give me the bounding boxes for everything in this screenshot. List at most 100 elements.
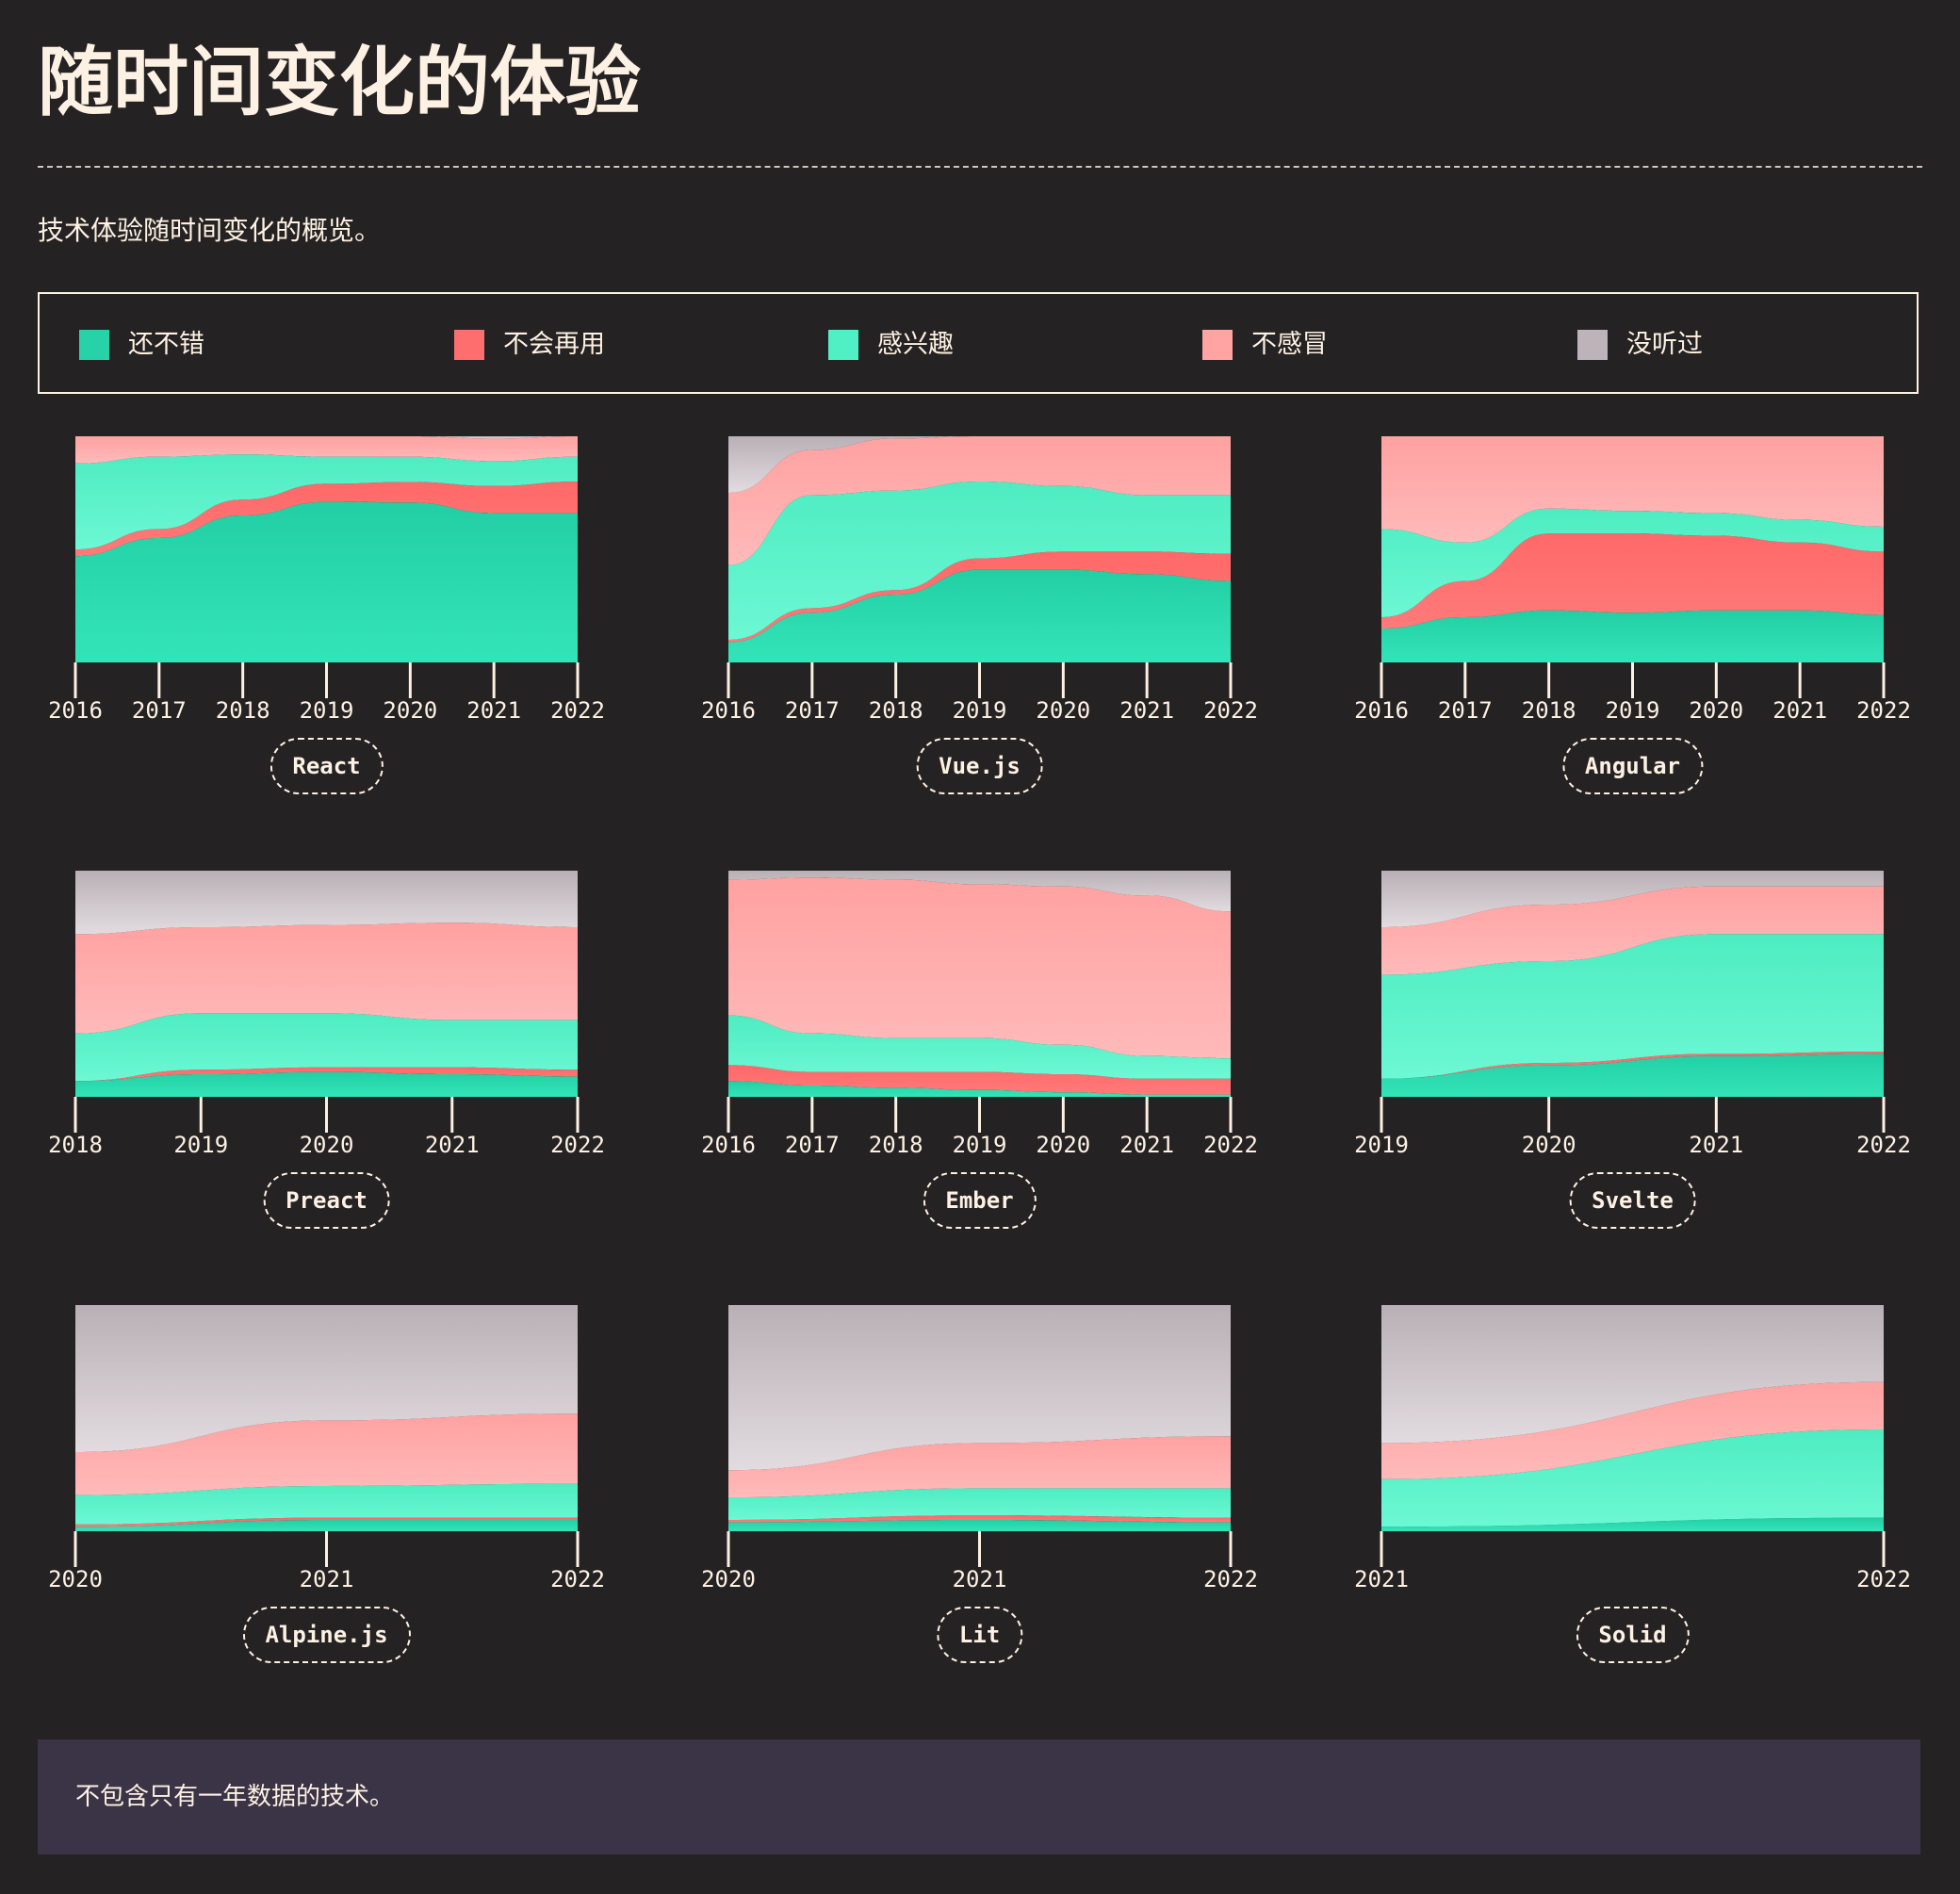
area-not-interested[interactable] (75, 436, 578, 464)
area-interested[interactable] (728, 482, 1231, 640)
x-tick-label: 2021 (1119, 1132, 1174, 1158)
area-not-interested[interactable] (728, 436, 1231, 565)
area-not-interested[interactable] (1381, 436, 1884, 543)
chart-name-pill[interactable]: Ember (923, 1172, 1037, 1229)
x-tick-label: 2021 (953, 1566, 1007, 1592)
x-tick-label: 2016 (1354, 697, 1409, 724)
area-would-not-use[interactable] (1381, 533, 1884, 629)
area-would-not-use[interactable] (75, 482, 578, 557)
x-tick-label: 2018 (869, 1132, 923, 1158)
area-not-interested[interactable] (728, 877, 1231, 1059)
x-tick-label: 2021 (1689, 1132, 1743, 1158)
area-would-use[interactable] (1381, 1517, 1884, 1531)
area-would-use[interactable] (1381, 1053, 1884, 1097)
chart-alpine-js: 2020 2021 2022 (48, 1305, 605, 1592)
chart-name-pill[interactable]: Solid (1576, 1607, 1690, 1663)
legend: 还不错 不会再用 感兴趣 不感冒 没听过 (38, 292, 1919, 394)
legend-swatch (1202, 330, 1233, 360)
area-would-use[interactable] (75, 1520, 578, 1531)
area-would-not-use[interactable] (728, 551, 1231, 643)
legend-item-would-use[interactable]: 还不错 (79, 330, 204, 360)
footnote: 不包含只有一年数据的技术。 (38, 1739, 1920, 1854)
area-interested[interactable] (728, 1488, 1231, 1520)
area-would-use[interactable] (728, 569, 1231, 662)
dashed-divider (38, 166, 1922, 168)
x-tick-label: 2020 (48, 1566, 103, 1592)
area-never-heard[interactable] (75, 871, 578, 935)
area-not-interested[interactable] (1381, 886, 1884, 975)
chart-name-pill[interactable]: React (270, 738, 384, 794)
area-interested[interactable] (728, 1015, 1231, 1079)
area-interested[interactable] (75, 1013, 578, 1082)
x-tick-label: 2018 (216, 697, 270, 724)
x-tick-label: 2020 (701, 1566, 756, 1592)
area-not-interested[interactable] (1381, 1381, 1884, 1479)
x-tick-label: 2019 (1354, 1132, 1409, 1158)
chart-preact: 2018 2019 2020 2021 2022 (48, 871, 605, 1158)
x-tick-label: 2016 (701, 697, 756, 724)
x-tick-label: 2018 (48, 1132, 103, 1158)
x-tick-label: 2017 (785, 697, 840, 724)
area-would-not-use[interactable] (728, 1065, 1231, 1095)
area-interested[interactable] (1381, 1429, 1884, 1527)
area-never-heard[interactable] (75, 436, 578, 439)
chart-name-pill[interactable]: Svelte (1569, 1172, 1696, 1229)
legend-item-not-interested[interactable]: 不感冒 (1202, 330, 1328, 360)
area-would-use[interactable] (75, 501, 578, 662)
x-tick-label: 2018 (1522, 697, 1576, 724)
chart-angular: 2016 2017 2018 2019 2020 2021 2022 (1354, 436, 1911, 724)
x-tick-label: 2022 (550, 1132, 605, 1158)
x-tick-label: 2021 (1772, 697, 1827, 724)
chart-name-pill[interactable]: Angular (1561, 738, 1704, 794)
x-tick-label: 2020 (1036, 1132, 1090, 1158)
area-would-not-use[interactable] (75, 1067, 578, 1082)
chart-name-pill[interactable]: Lit (936, 1607, 1023, 1663)
legend-swatch (79, 330, 109, 360)
area-never-heard[interactable] (1381, 871, 1884, 927)
page-subtitle: 技术体验随时间变化的概览。 (38, 215, 382, 246)
x-tick-label: 2021 (1354, 1566, 1409, 1592)
legend-item-interested[interactable]: 感兴趣 (828, 330, 954, 360)
area-interested[interactable] (1381, 508, 1884, 617)
area-never-heard[interactable] (728, 871, 1231, 912)
x-tick-label: 2019 (953, 1132, 1007, 1158)
area-never-heard[interactable] (75, 1305, 578, 1452)
x-tick-label: 2022 (1856, 1566, 1911, 1592)
x-tick-label: 2022 (1203, 697, 1258, 724)
chart-vue-js: 2016 2017 2018 2019 2020 2021 2022 (701, 436, 1258, 724)
area-interested[interactable] (75, 1483, 578, 1525)
chart-svelte: 2019 2020 2021 2022 (1354, 871, 1911, 1158)
legend-item-never-heard[interactable]: 没听过 (1577, 330, 1703, 360)
area-would-use[interactable] (728, 1520, 1231, 1531)
area-never-heard[interactable] (1381, 1305, 1884, 1444)
chart-name-pill[interactable]: Preact (263, 1172, 390, 1229)
x-tick-label: 2022 (1203, 1132, 1258, 1158)
area-not-interested[interactable] (75, 923, 578, 1034)
x-tick-label: 2019 (173, 1132, 228, 1158)
area-would-use[interactable] (728, 1081, 1231, 1097)
x-tick-label: 2019 (300, 697, 354, 724)
area-not-interested[interactable] (728, 1436, 1231, 1497)
x-tick-label: 2022 (1856, 697, 1911, 724)
chart-ember: 2016 2017 2018 2019 2020 2021 2022 (701, 871, 1258, 1158)
x-tick-label: 2017 (132, 697, 187, 724)
area-not-interested[interactable] (75, 1413, 578, 1495)
x-tick-label: 2021 (300, 1566, 354, 1592)
legend-item-would-not-use[interactable]: 不会再用 (454, 330, 605, 360)
x-tick-label: 2020 (300, 1132, 354, 1158)
area-interested[interactable] (75, 454, 578, 549)
chart-name-pill[interactable]: Alpine.js (242, 1607, 411, 1663)
area-would-use[interactable] (1381, 610, 1884, 662)
area-never-heard[interactable] (728, 1305, 1231, 1471)
legend-swatch (454, 330, 484, 360)
area-interested[interactable] (1381, 934, 1884, 1079)
chart-name-pill[interactable]: Vue.js (916, 738, 1043, 794)
legend-label: 不感冒 (1251, 330, 1328, 359)
x-tick-label: 2019 (1606, 697, 1660, 724)
area-would-use[interactable] (75, 1071, 578, 1097)
area-would-not-use[interactable] (75, 1517, 578, 1527)
legend-label: 感兴趣 (877, 330, 954, 359)
area-would-not-use[interactable] (728, 1515, 1231, 1523)
area-never-heard[interactable] (728, 436, 1231, 493)
